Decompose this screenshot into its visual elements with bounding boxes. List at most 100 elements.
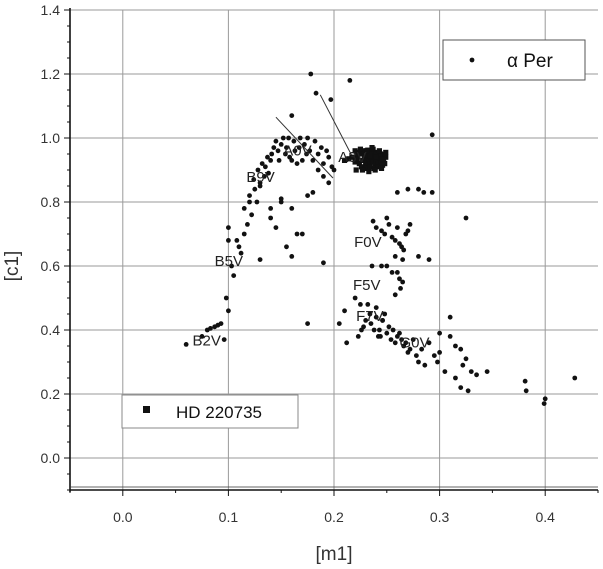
hd-220735-point [352, 148, 358, 154]
alpha-per-point [397, 330, 402, 336]
x-tick-label: 0.3 [430, 509, 450, 525]
hd-220735-point [370, 159, 376, 165]
alpha-per-point [296, 145, 302, 151]
spectral-label: F0V [354, 234, 382, 251]
spectral-label: B9V [246, 169, 274, 186]
alpha-per-point [226, 308, 231, 314]
alpha-per-point [392, 238, 398, 243]
alpha-per-point [284, 244, 289, 250]
alpha-per-point [541, 401, 547, 406]
alpha-per-point [373, 314, 379, 320]
alpha-per-point [458, 385, 464, 390]
alpha-per-point [413, 353, 419, 358]
alpha-per-point [358, 302, 363, 307]
alpha-per-point [265, 154, 270, 160]
alpha-per-point [289, 113, 295, 118]
alpha-per-point [313, 90, 319, 96]
alpha-per-point [289, 254, 295, 259]
alpha-per-point [379, 263, 384, 269]
alpha-per-point [315, 167, 321, 173]
alpha-per-point [218, 321, 224, 326]
alpha-per-point [392, 292, 398, 298]
alpha-per-point [463, 215, 469, 221]
alpha-per-point [280, 135, 286, 141]
alpha-per-point [388, 337, 394, 342]
y-tick-label: 0.4 [41, 322, 61, 338]
alpha-per-point [310, 158, 316, 163]
alpha-per-point [453, 343, 458, 349]
alpha-per-point [419, 346, 425, 352]
alpha-per-point [382, 231, 388, 237]
alpha-per-point [299, 231, 305, 237]
alpha-per-point [321, 161, 326, 167]
hd-220735-point [363, 165, 369, 171]
alpha-per-point [370, 218, 376, 224]
alpha-per-point [318, 145, 324, 151]
alpha-per-point [261, 174, 267, 179]
alpha-per-point [255, 167, 261, 173]
y-tick-label: 1.4 [41, 2, 61, 18]
hd-220735-point [360, 157, 367, 163]
alpha-per-point [389, 234, 395, 240]
alpha-per-point [297, 135, 303, 141]
alpha-per-point [342, 308, 347, 314]
hd-220735-point [373, 154, 379, 160]
hd-220735-point [367, 161, 373, 167]
legend-hd-220735-box [121, 394, 299, 429]
hd-220735-point [346, 156, 352, 162]
legend-hd-220735-label: HD 220735 [176, 403, 262, 422]
alpha-per-point [310, 190, 316, 195]
alpha-per-point [394, 225, 400, 231]
grid-lines [70, 9, 598, 490]
alpha-per-point [422, 362, 428, 368]
hd-220735-point [379, 162, 386, 168]
alpha-per-point [331, 167, 337, 173]
alpha-per-point [321, 260, 326, 266]
alpha-per-point [442, 369, 448, 374]
alpha-per-point [291, 138, 297, 144]
alpha-per-point [401, 247, 407, 253]
hd-220735-point [378, 165, 385, 171]
alpha-per-point [183, 342, 189, 347]
alpha-per-point [328, 97, 334, 102]
hd-220735-point [373, 149, 379, 155]
alpha-per-point [294, 161, 300, 167]
alpha-per-point [266, 170, 271, 176]
alpha-per-point [367, 311, 373, 317]
x-tick-label: 0.2 [324, 509, 344, 525]
alpha-per-point [236, 244, 242, 250]
alpha-per-point [407, 346, 413, 352]
alpha-per-point [347, 78, 353, 83]
x-tick-labels: 0.0 0.1 0.2 0.3 0.4 [113, 509, 555, 525]
alpha-per-point [268, 206, 274, 211]
alpha-per-point [252, 186, 258, 192]
y-tick-label: 0.0 [41, 450, 61, 466]
hd-220735-point [369, 145, 375, 151]
alpha-per-point [371, 327, 377, 333]
y-tick-label: 0.2 [41, 386, 61, 402]
spectral-label: B5V [215, 253, 243, 270]
alpha-per-point [392, 340, 398, 346]
alpha-per-point [384, 330, 390, 336]
hd-220735-point [349, 154, 355, 160]
alpha-per-point [262, 164, 268, 170]
alpha-per-point [468, 369, 474, 374]
alpha-per-point [474, 372, 479, 378]
alpha-per-point [199, 334, 205, 339]
alpha-per-point [257, 257, 263, 262]
alpha-per-point [377, 327, 382, 333]
hd-220735-point [372, 167, 378, 173]
data-points [183, 71, 578, 406]
spectral-label: G0V [399, 335, 429, 352]
alpha-per-point [226, 225, 231, 231]
alpha-per-point [336, 321, 342, 326]
axes [64, 8, 599, 496]
alpha-per-point [284, 145, 289, 151]
alpha-per-point [384, 263, 390, 269]
x-tick-label: 0.0 [113, 509, 133, 525]
alpha-per-point [416, 186, 421, 192]
alpha-per-point [369, 263, 375, 269]
alpha-per-point [352, 295, 358, 301]
hd-220735-point [360, 148, 367, 154]
